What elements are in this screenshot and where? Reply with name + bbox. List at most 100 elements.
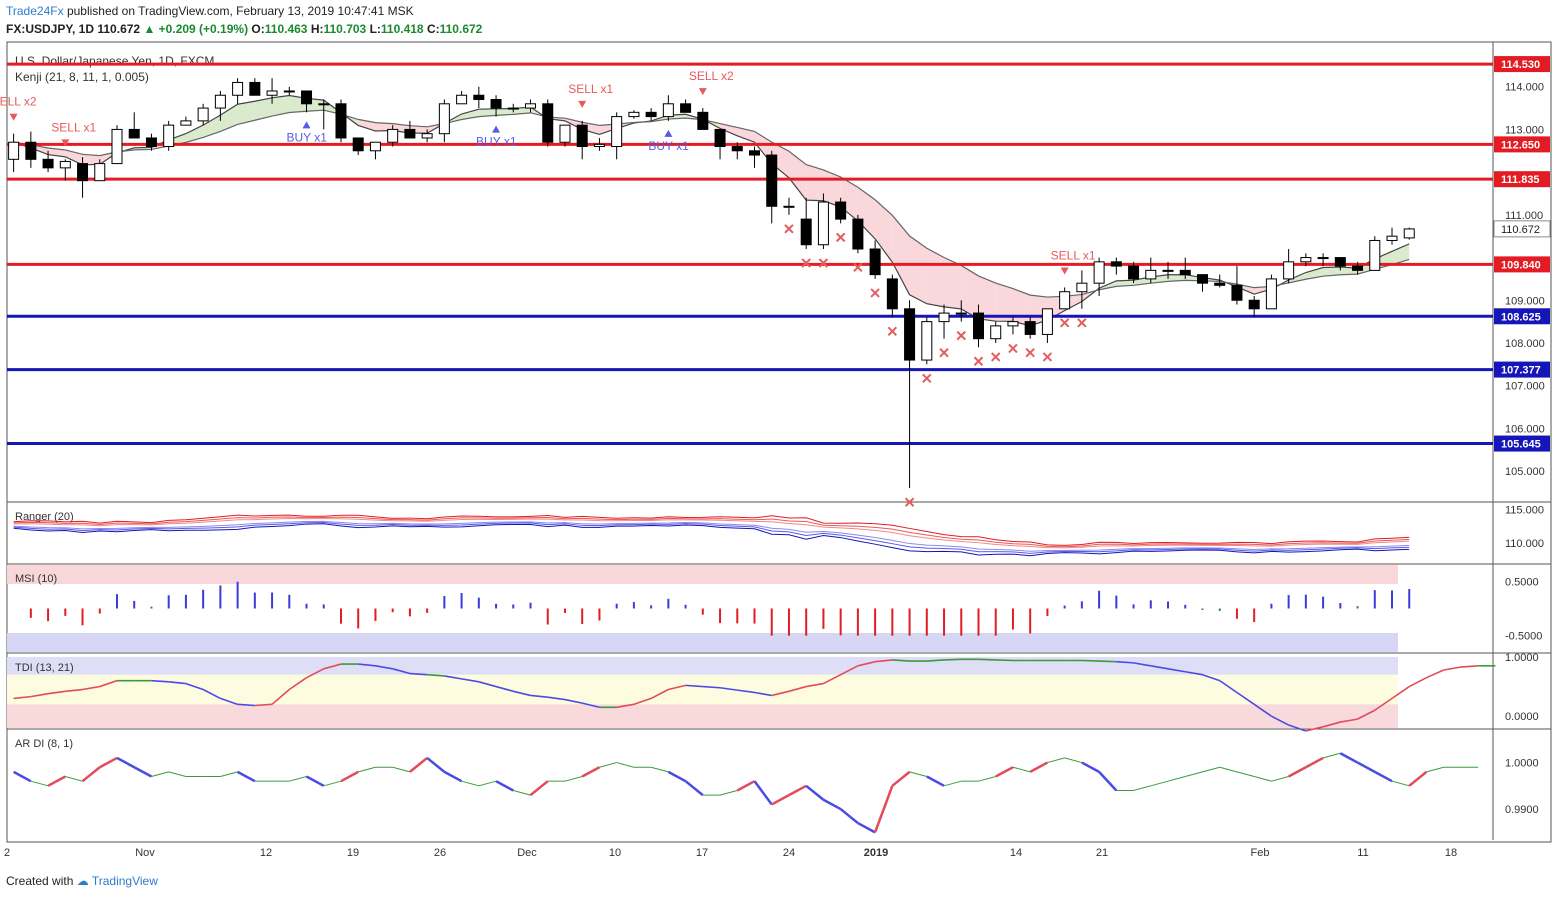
level-price-tag	[1494, 136, 1550, 153]
ardi-line-segment	[151, 771, 169, 778]
tdi-line-segment	[271, 688, 290, 705]
open-value: 110.463	[264, 22, 308, 36]
tdi-line-segment	[1426, 669, 1445, 679]
candle-body	[387, 128, 399, 143]
candle-body	[1352, 265, 1364, 271]
tdi-line-segment	[358, 663, 376, 667]
tdi-line-segment	[978, 658, 996, 661]
kenji-cloud-segment	[185, 125, 204, 143]
time-axis-label: 2019	[864, 847, 888, 859]
ardi-line-segment	[1426, 766, 1444, 773]
level-price-tag	[1494, 171, 1550, 188]
candle-body	[749, 150, 761, 156]
ardi-line-segment	[736, 780, 756, 792]
ardi-line-segment	[926, 775, 945, 787]
candle-body	[1024, 321, 1036, 335]
kenji-cloud-segment	[857, 187, 876, 239]
kenji-cloud-segment	[1116, 280, 1134, 287]
time-axis-label: Feb	[1251, 847, 1270, 859]
stop-x-icon	[1042, 352, 1053, 362]
candle-body	[886, 278, 898, 310]
tradingview-brand[interactable]: TradingView	[91, 874, 158, 888]
tdi-line-segment	[1271, 715, 1290, 726]
tdi-line-segment	[737, 689, 755, 694]
msi-oversold-zone	[7, 632, 1398, 652]
low-label: L:	[369, 22, 381, 36]
candle-body	[1162, 269, 1174, 272]
tdi-line-segment	[168, 681, 186, 685]
tdi-line-segment	[1357, 709, 1376, 720]
ardi-line-segment	[909, 771, 927, 778]
tdi-line-segment	[1374, 697, 1393, 711]
candle-body	[662, 103, 674, 118]
ardi-line-segment	[1202, 766, 1220, 773]
ranger-title: Ranger (20)	[15, 511, 74, 523]
candle-body	[1369, 239, 1381, 271]
tdi-line-segment	[495, 685, 514, 693]
kenji-cloud-segment	[272, 95, 290, 117]
price-tick-label: 105.000	[1505, 466, 1545, 478]
time-axis-label: 12	[260, 847, 272, 859]
tdi-line-segment	[1133, 662, 1151, 667]
published-text: published on TradingView.com, February 1…	[66, 4, 414, 18]
tdi-line-segment	[237, 703, 255, 707]
chart-area[interactable]: U.S. Dollar/Japanese Yen, 1D, FXCM Kenji …	[0, 40, 1565, 866]
ardi-line-segment	[529, 780, 549, 797]
tdi-line-segment	[668, 684, 686, 691]
main-chart-title: U.S. Dollar/Japanese Yen, 1D, FXCM	[15, 54, 214, 68]
tdi-line-segment	[288, 677, 307, 691]
candle-body	[421, 133, 433, 139]
candle-body	[214, 94, 226, 109]
ardi-line-segment	[1185, 771, 1203, 778]
ranger-band-line	[13, 521, 1410, 554]
ardi-line-segment	[753, 780, 773, 806]
kenji-cloud-segment	[1323, 267, 1341, 277]
ardi-line-segment	[857, 821, 876, 834]
candle-body	[1007, 321, 1019, 327]
level-price-label: 112.650	[1501, 139, 1540, 151]
ranger-tick-label: 115.000	[1505, 505, 1544, 517]
candle-body	[525, 103, 537, 109]
candle-body	[1334, 257, 1346, 267]
candle-body	[1179, 269, 1191, 276]
candle-body	[163, 124, 175, 148]
kenji-cloud-segment	[892, 215, 910, 295]
tdi-line-segment	[1460, 665, 1479, 668]
stop-x-icon	[801, 258, 811, 268]
candle-body	[645, 111, 657, 118]
buy-arrow-icon	[492, 125, 501, 133]
candle-body	[1403, 228, 1415, 239]
buy-signal-label: BUY x1	[287, 130, 328, 144]
ardi-line-segment	[1391, 780, 1410, 787]
tdi-line-segment	[323, 663, 342, 670]
candle-body	[77, 163, 89, 182]
tdi-line-segment	[1408, 676, 1427, 688]
candle-body	[921, 321, 933, 361]
candle-body	[1386, 235, 1398, 241]
tdi-mid-zone	[7, 674, 1398, 705]
tdi-line-segment	[151, 679, 169, 683]
tdi-lower-zone	[7, 704, 1398, 728]
tdi-upper-zone	[7, 656, 1398, 675]
tradingview-logo-icon[interactable]: ☁	[76, 874, 89, 888]
buy-signal-label: BUY x1	[648, 139, 689, 153]
candle-body	[1231, 284, 1243, 301]
tdi-line-segment	[99, 679, 118, 688]
stop-x-icon	[1025, 347, 1035, 358]
stop-x-icon	[784, 224, 794, 234]
stop-x-icon	[870, 288, 880, 298]
tdi-line-segment	[30, 692, 49, 698]
publisher-name[interactable]: Trade24Fx	[6, 4, 64, 18]
candle-body	[283, 90, 295, 93]
candle-body	[1248, 299, 1260, 310]
candle-body	[1145, 269, 1157, 280]
candle-body	[490, 99, 502, 109]
tdi-line-segment	[1236, 691, 1255, 705]
candle-body	[232, 81, 244, 96]
stop-x-icon	[922, 373, 932, 384]
last-price: 110.672	[97, 22, 141, 36]
kenji-cloud-segment	[220, 104, 238, 132]
candle-body	[869, 248, 881, 276]
ardi-line-segment	[443, 770, 463, 783]
ardi-line-segment	[1236, 771, 1255, 778]
